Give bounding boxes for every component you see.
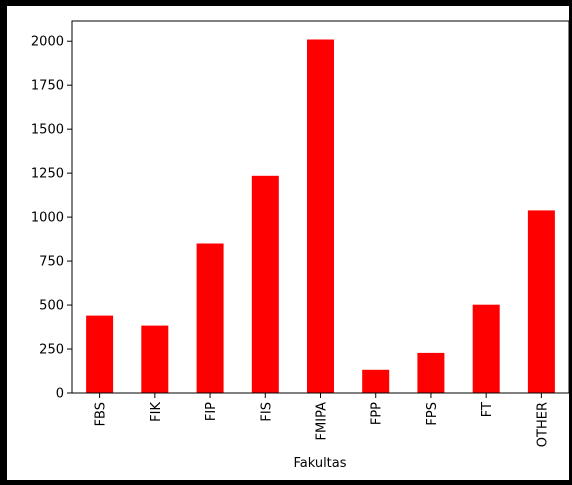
x-tick-label-fik: FIK bbox=[149, 402, 164, 422]
x-tick-label-fpp: FPP bbox=[370, 402, 385, 425]
x-tick-label-fip: FIP bbox=[204, 402, 219, 421]
x-tick-label-fbs: FBS bbox=[94, 402, 109, 426]
x-tick-label-other: OTHER bbox=[535, 402, 550, 447]
x-axis-ticks: FBS FIK FIP FIS FMIPA FPP FPS FT OTHER bbox=[94, 393, 551, 447]
x-tick-label-ft: FT bbox=[480, 402, 495, 417]
x-axis-label: Fakultas bbox=[293, 456, 346, 471]
y-tick-label-1250: 1250 bbox=[31, 167, 64, 182]
bar-ft bbox=[473, 305, 500, 393]
y-tick-label-0: 0 bbox=[56, 387, 64, 402]
bar-other bbox=[528, 210, 555, 393]
bar-fbs bbox=[86, 316, 113, 393]
x-tick-label-fis: FIS bbox=[259, 402, 274, 422]
y-tick-label-2000: 2000 bbox=[31, 35, 64, 50]
bars-group bbox=[86, 40, 555, 394]
x-tick-label-fps: FPS bbox=[425, 402, 440, 426]
y-tick-label-500: 500 bbox=[39, 299, 64, 314]
y-axis-ticks: 0 250 500 750 1000 1250 1500 1750 2000 bbox=[31, 35, 72, 402]
y-tick-label-1750: 1750 bbox=[31, 79, 64, 94]
bar-fik bbox=[141, 326, 168, 393]
bar-fis bbox=[252, 176, 279, 393]
bar-fps bbox=[417, 353, 444, 393]
y-tick-label-1500: 1500 bbox=[31, 123, 64, 138]
y-tick-label-750: 750 bbox=[39, 255, 64, 270]
x-tick-label-fmipa: FMIPA bbox=[315, 402, 330, 441]
bar-fip bbox=[197, 244, 224, 394]
bar-fmipa bbox=[307, 40, 334, 394]
bar-fpp bbox=[362, 370, 389, 393]
y-tick-label-1000: 1000 bbox=[31, 211, 64, 226]
y-tick-label-250: 250 bbox=[39, 343, 64, 358]
